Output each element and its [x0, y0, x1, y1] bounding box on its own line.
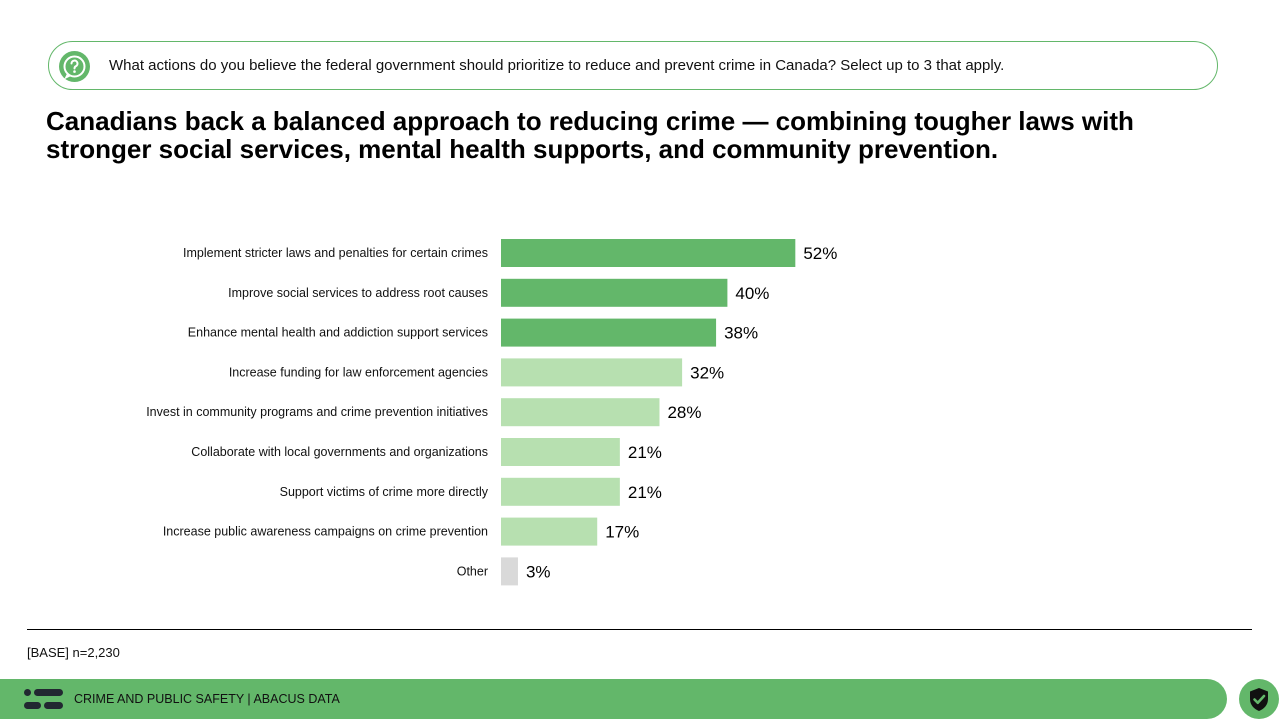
question-circle-icon — [59, 51, 90, 82]
bar — [501, 358, 683, 387]
survey-question: What actions do you believe the federal … — [109, 57, 1005, 74]
base-note: [BASE] n=2,230 — [27, 645, 120, 660]
value-label: 40% — [735, 284, 769, 303]
category-label: Invest in community programs and crime p… — [146, 405, 488, 419]
category-label: Increase funding for law enforcement age… — [229, 365, 488, 379]
bar — [501, 318, 717, 347]
value-label: 38% — [724, 324, 758, 343]
bar — [501, 557, 518, 586]
bar — [501, 239, 796, 267]
value-label: 17% — [605, 523, 639, 542]
category-label: Enhance mental health and addiction supp… — [188, 326, 488, 340]
bar — [501, 398, 660, 427]
divider — [27, 629, 1252, 630]
shield-check-icon — [1239, 679, 1279, 719]
category-label: Increase public awareness campaigns on c… — [163, 525, 488, 539]
value-label: 32% — [690, 363, 724, 382]
abacus-logo-icon — [24, 689, 64, 710]
bar-chart: Implement stricter laws and penalties fo… — [146, 239, 837, 586]
bar — [501, 517, 598, 546]
bar — [501, 477, 620, 506]
footer-text: CRIME AND PUBLIC SAFETY | ABACUS DATA — [74, 692, 340, 706]
value-label: 3% — [526, 562, 551, 581]
category-label: Support victims of crime more directly — [280, 485, 489, 499]
value-label: 28% — [667, 403, 701, 422]
value-label: 52% — [803, 244, 837, 263]
category-label: Other — [457, 564, 488, 578]
category-label: Implement stricter laws and penalties fo… — [183, 246, 488, 260]
value-label: 21% — [628, 443, 662, 462]
category-label: Collaborate with local governments and o… — [191, 445, 488, 459]
category-label: Improve social services to address root … — [228, 286, 488, 300]
question-box: What actions do you believe the federal … — [48, 41, 1218, 90]
bar — [501, 278, 728, 307]
page-title: Canadians back a balanced approach to re… — [46, 106, 1134, 164]
value-label: 21% — [628, 483, 662, 502]
footer-bar: CRIME AND PUBLIC SAFETY | ABACUS DATA — [0, 679, 1227, 719]
bar — [501, 438, 620, 466]
